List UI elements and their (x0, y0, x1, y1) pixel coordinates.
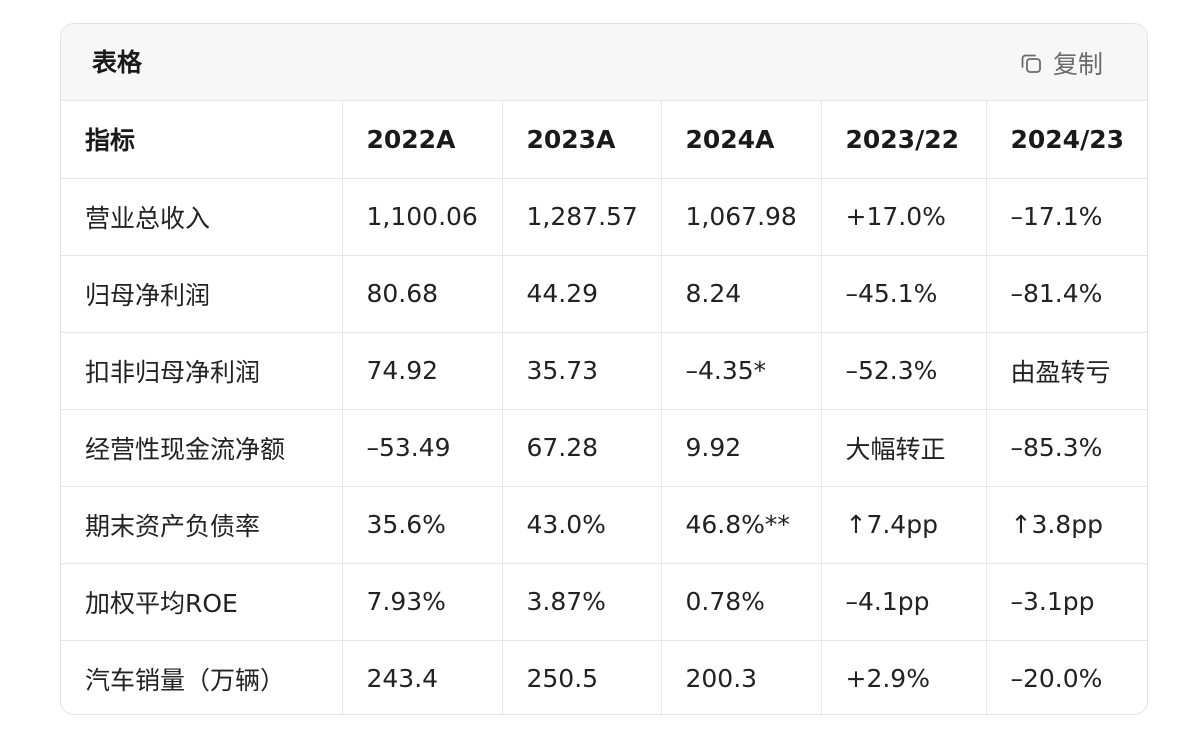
table-cell: 35.73 (502, 332, 662, 410)
table-cell: 大幅转正 (821, 409, 987, 487)
table-cell: 1,287.57 (502, 178, 662, 256)
copy-icon (1021, 54, 1041, 73)
table-cell: –4.1pp (821, 563, 987, 641)
table-cell: –52.3% (821, 332, 987, 410)
table-cell: 营业总收入 (61, 178, 343, 256)
table-cell: 由盈转亏 (986, 332, 1147, 410)
table-cell: –81.4% (986, 255, 1147, 333)
table-cell: 期末资产负债率 (61, 486, 343, 564)
table-row: 汽车销量（万辆） 243.4 250.5 200.3 +2.9% –20.0% (61, 640, 1147, 714)
table-row: 归母净利润 80.68 44.29 8.24 –45.1% –81.4% (61, 255, 1147, 333)
table-cell: 经营性现金流净额 (61, 409, 343, 487)
table-cell: 汽车销量（万辆） (61, 640, 343, 714)
table-cell: 67.28 (502, 409, 662, 487)
column-header: 2023A (502, 101, 662, 179)
table-row: 营业总收入 1,100.06 1,287.57 1,067.98 +17.0% … (61, 178, 1147, 256)
table-cell: 归母净利润 (61, 255, 343, 333)
column-header: 2022A (342, 101, 503, 179)
card-header: 表格 复制 (61, 24, 1147, 101)
table-cell: –45.1% (821, 255, 987, 333)
table-cell: 46.8%** (661, 486, 822, 564)
table-cell: ↑3.8pp (986, 486, 1147, 564)
table-cell: 80.68 (342, 255, 503, 333)
table-cell: 44.29 (502, 255, 662, 333)
table-row: 期末资产负债率 35.6% 43.0% 46.8%** ↑7.4pp ↑3.8p… (61, 486, 1147, 564)
table-cell: 8.24 (661, 255, 822, 333)
table-cell: 9.92 (661, 409, 822, 487)
table-cell: 3.87% (502, 563, 662, 641)
table-cell: –53.49 (342, 409, 503, 487)
column-header: 2024/23 (986, 101, 1147, 179)
table-cell: +2.9% (821, 640, 987, 714)
table-header-row: 指标 2022A 2023A 2024A 2023/22 2024/23 (61, 101, 1147, 179)
copy-label: 复制 (1052, 50, 1103, 79)
table-cell: 加权平均ROE (61, 563, 343, 641)
table-cell: 1,067.98 (661, 178, 822, 256)
copy-button[interactable]: 复制 (1019, 46, 1103, 80)
table-cell: 1,100.06 (342, 178, 503, 256)
data-table: 指标 2022A 2023A 2024A 2023/22 2024/23 营业总… (61, 101, 1147, 714)
table-cell: ↑7.4pp (821, 486, 987, 564)
column-header: 2023/22 (821, 101, 987, 179)
table-cell: –17.1% (986, 178, 1147, 256)
table-card: 表格 复制 指标 2022A 2023A 2024A 2023/22 2024/… (60, 23, 1148, 715)
table-row: 扣非归母净利润 74.92 35.73 –4.35* –52.3% 由盈转亏 (61, 332, 1147, 410)
table-cell: 7.93% (342, 563, 503, 641)
table-cell: 43.0% (502, 486, 662, 564)
table-cell: +17.0% (821, 178, 987, 256)
table-cell: –20.0% (1010, 664, 1103, 694)
column-header: 指标 (61, 101, 343, 179)
table-cell: 74.92 (342, 332, 503, 410)
table-cell: 扣非归母净利润 (61, 332, 343, 410)
table-cell: –3.1pp (986, 563, 1147, 641)
table-cell: 200.3 (661, 640, 822, 714)
table-cell: 35.6% (342, 486, 503, 564)
table-cell: –4.35* (661, 332, 822, 410)
table-row: 经营性现金流净额 –53.49 67.28 9.92 大幅转正 –85.3% (61, 409, 1147, 487)
table-cell: 243.4 (342, 640, 503, 714)
table-cell: 250.5 (502, 640, 662, 714)
table-cell: –85.3% (986, 409, 1147, 487)
table-cell: 0.78% (661, 563, 822, 641)
card-title: 表格 (92, 48, 143, 77)
table-row: 加权平均ROE 7.93% 3.87% 0.78% –4.1pp –3.1pp (61, 563, 1147, 641)
column-header: 2024A (661, 101, 822, 179)
